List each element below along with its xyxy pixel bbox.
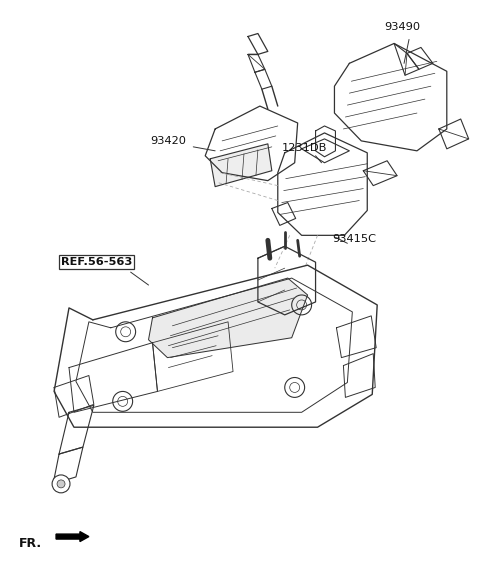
Polygon shape (315, 126, 336, 157)
Polygon shape (205, 106, 298, 181)
Polygon shape (301, 139, 349, 163)
Polygon shape (394, 43, 419, 75)
Polygon shape (248, 33, 268, 54)
Polygon shape (258, 246, 315, 315)
Polygon shape (210, 144, 272, 187)
Text: REF.56-563: REF.56-563 (61, 257, 132, 267)
Polygon shape (335, 43, 447, 151)
Text: 93490: 93490 (384, 22, 420, 32)
Circle shape (57, 480, 65, 488)
Polygon shape (59, 405, 94, 454)
Circle shape (52, 475, 70, 493)
Polygon shape (248, 54, 265, 73)
Polygon shape (54, 265, 377, 427)
Text: 1231DB: 1231DB (282, 143, 327, 153)
Text: FR.: FR. (19, 536, 42, 549)
Polygon shape (278, 133, 367, 235)
Polygon shape (407, 47, 433, 69)
Text: 93415C: 93415C (333, 234, 376, 245)
Polygon shape (255, 69, 272, 89)
Polygon shape (148, 278, 308, 357)
Polygon shape (439, 119, 468, 149)
FancyArrow shape (56, 532, 89, 542)
Polygon shape (272, 202, 296, 225)
Polygon shape (363, 161, 397, 185)
Polygon shape (53, 447, 83, 484)
Text: 93420: 93420 (151, 136, 187, 146)
